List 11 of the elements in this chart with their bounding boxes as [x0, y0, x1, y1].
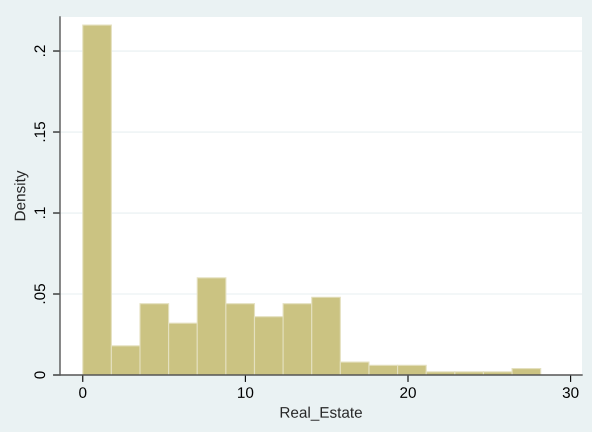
x-axis-title: Real_Estate — [280, 406, 362, 421]
y-tick-label: .05 — [34, 284, 46, 304]
y-axis-title: Density — [14, 170, 28, 220]
x-tick-label: 30 — [562, 387, 579, 398]
y-tick-label: .2 — [34, 45, 46, 56]
x-tick-label: 10 — [238, 387, 254, 398]
x-tick-label: 20 — [400, 387, 416, 398]
y-tick-label: .15 — [34, 122, 46, 142]
y-tick-label: 0 — [34, 371, 46, 379]
x-tick-label: 0 — [79, 387, 86, 398]
y-tick-label: .1 — [34, 207, 46, 218]
